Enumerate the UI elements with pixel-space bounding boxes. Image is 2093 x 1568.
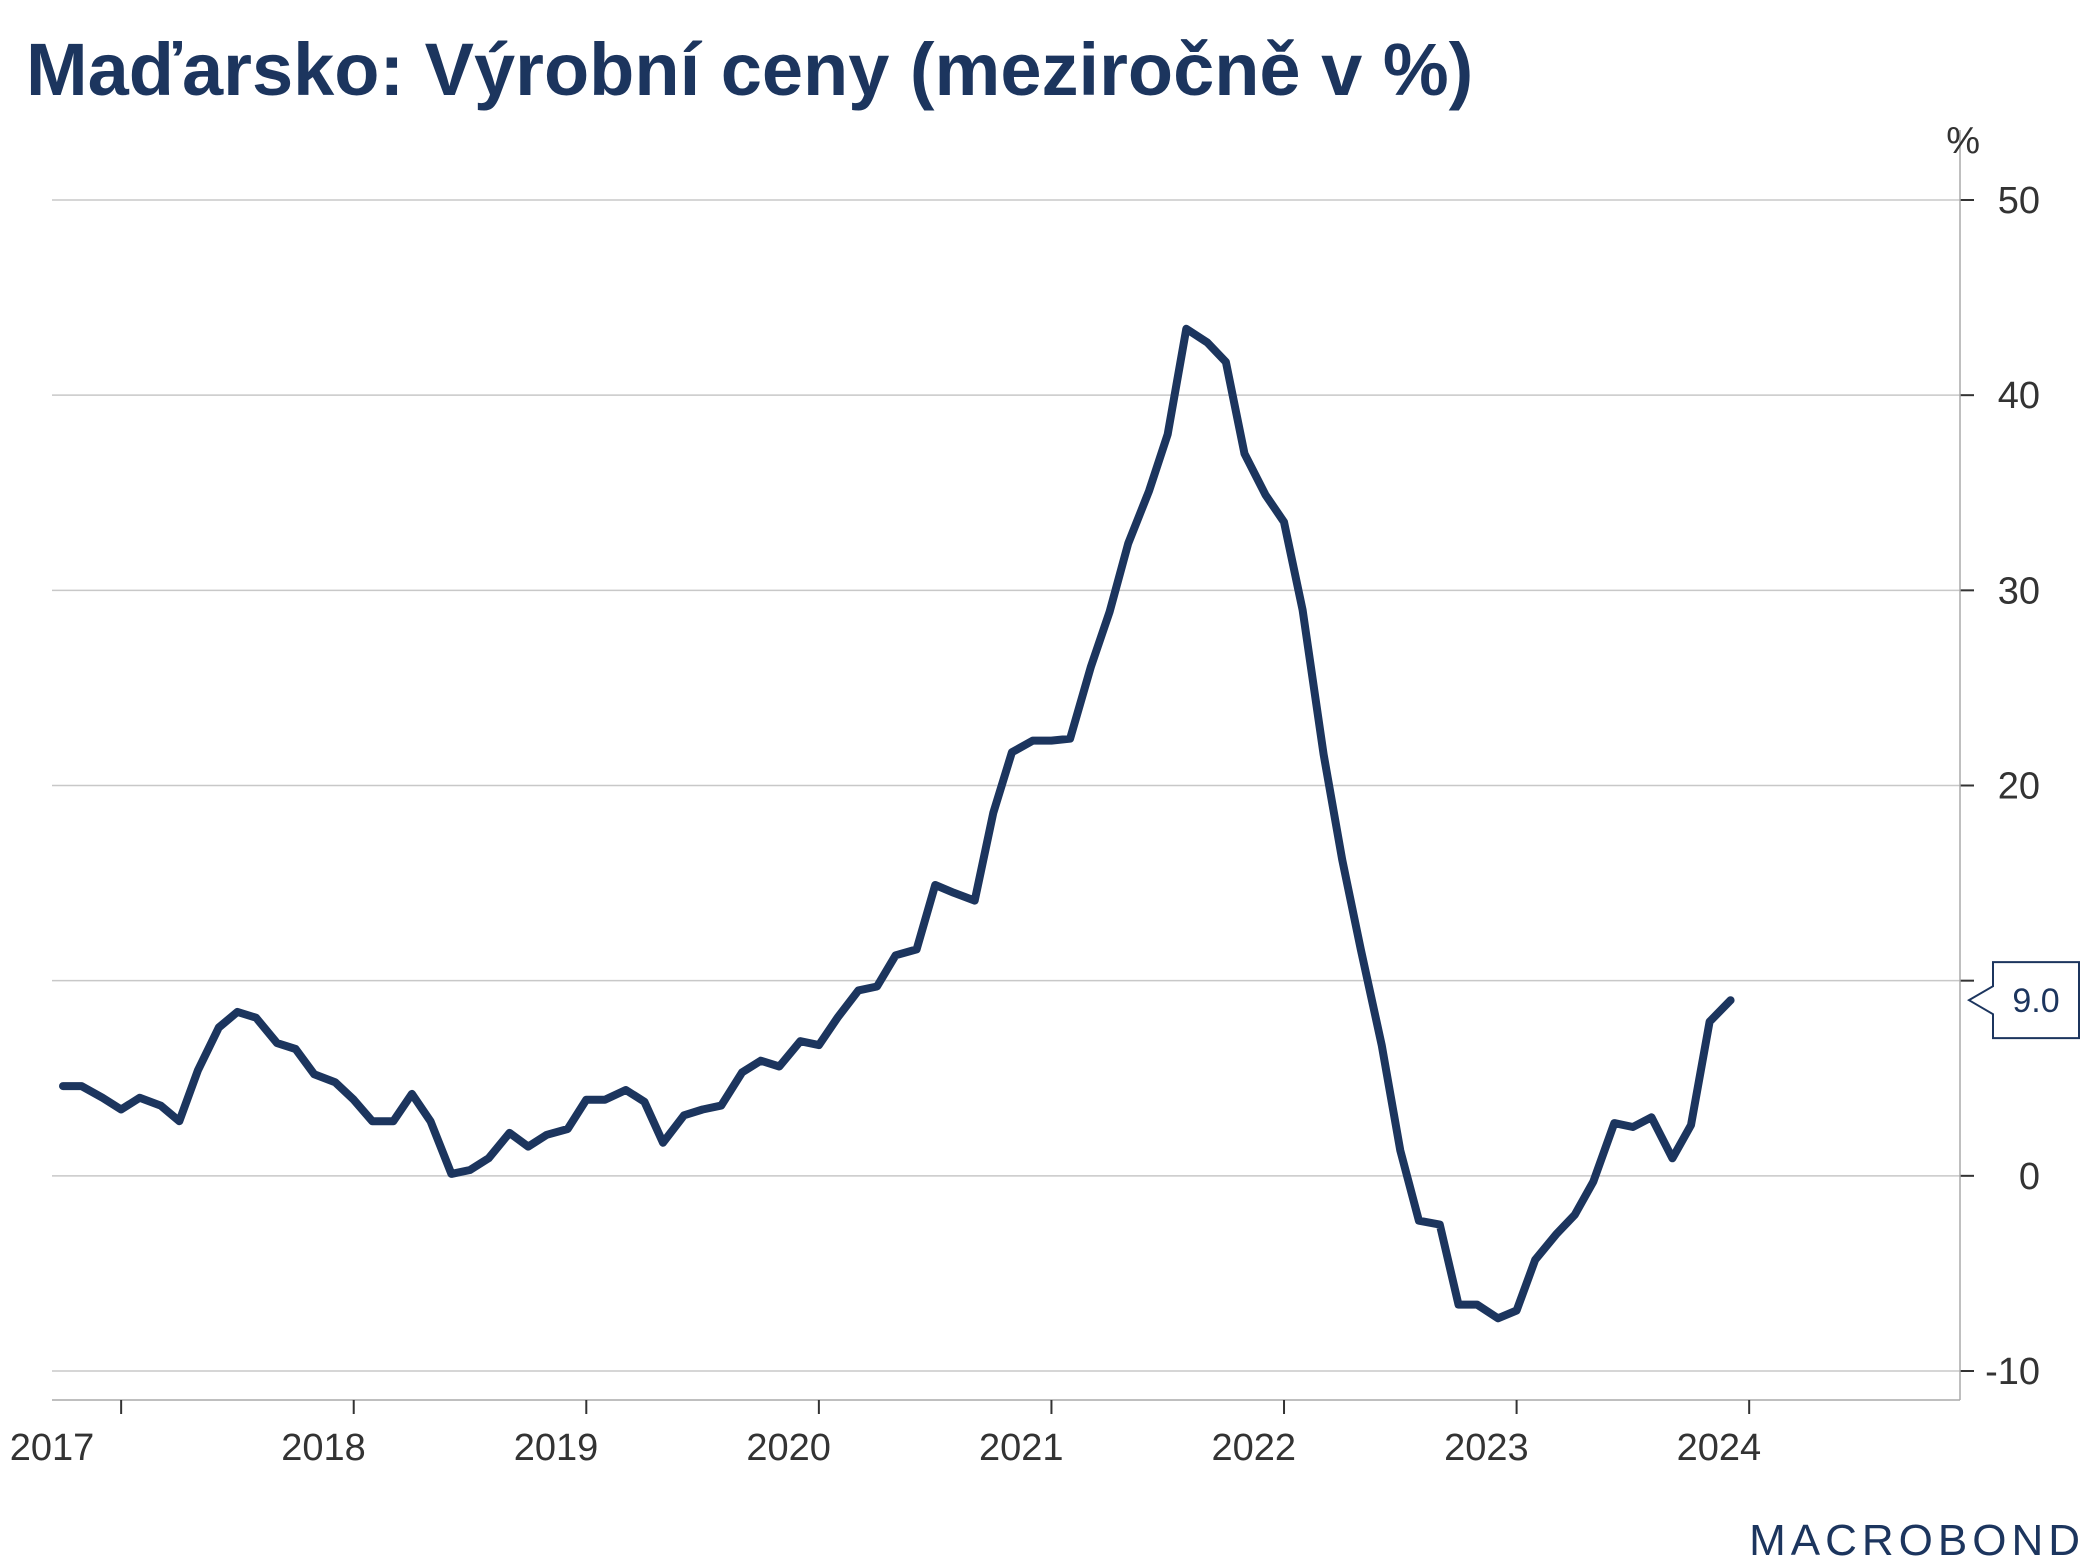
y-tick-label: 0 xyxy=(2019,1156,2040,1198)
series-line xyxy=(59,324,1735,1323)
macrobond-logo: MACROBOND xyxy=(1749,1516,2085,1565)
last-value-callout: 9.0 xyxy=(1967,961,2080,1040)
y-axis: -10 0 20 30 40 50 xyxy=(1959,130,2040,1400)
x-tick-label: 2023 xyxy=(1444,1427,1529,1469)
brand-text: MACROBOND xyxy=(1749,1516,2085,1565)
x-tick-label: 2022 xyxy=(1212,1427,1297,1469)
y-tick-label: 50 xyxy=(1998,180,2040,222)
y-tick-label: -10 xyxy=(1985,1351,2040,1393)
last-value-text: 9.0 xyxy=(2012,982,2059,1020)
y-tick-label: 40 xyxy=(1998,375,2040,417)
y-tick-label: 30 xyxy=(1998,570,2040,612)
y-unit-label: % xyxy=(1946,120,1980,162)
x-tick-label: 2024 xyxy=(1677,1427,1762,1469)
y-tick-label: 20 xyxy=(1998,766,2040,808)
plot-area xyxy=(59,324,1735,1323)
x-tick-label: 2021 xyxy=(979,1427,1064,1469)
x-tick-label: 2020 xyxy=(746,1427,831,1469)
gridlines xyxy=(52,199,1960,1372)
x-tick-label: 2019 xyxy=(514,1427,599,1469)
chart-title: Maďarsko: Výrobní ceny (meziročně v %) xyxy=(26,28,1473,111)
x-tick-label: 2018 xyxy=(281,1427,366,1469)
x-axis: 2017 2018 2019 2020 2021 2022 2023 2024 xyxy=(10,1399,1960,1469)
last-value-box xyxy=(1967,961,2080,1040)
x-tick-label: 2017 xyxy=(10,1427,95,1469)
